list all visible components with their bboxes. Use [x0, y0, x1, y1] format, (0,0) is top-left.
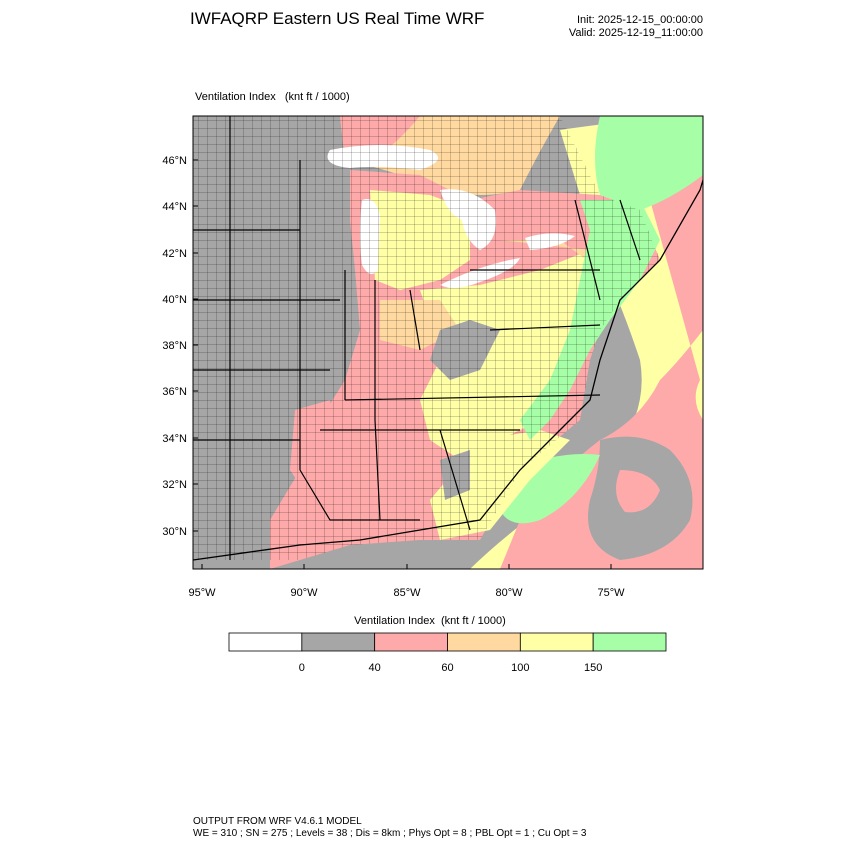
colorbar-tick-label: 0 [299, 662, 305, 674]
field-label: Ventilation Index (knt ft / 1000) [195, 91, 350, 103]
init-time: Init: 2025-12-15_00:00:00 [577, 14, 703, 26]
model-footer: OUTPUT FROM WRF V4.6.1 MODEL WE = 310 ; … [193, 816, 586, 840]
state-boundaries [193, 116, 641, 560]
colorbar-bin [228, 632, 303, 652]
time-info: Init: 2025-12-15_00:00:00 Valid: 2025-12… [540, 14, 703, 40]
county-boundaries [193, 116, 660, 560]
coastline [193, 179, 703, 561]
lon-label: 75°W [597, 587, 625, 599]
lat-label: 44°N [162, 201, 187, 213]
lon-label: 95°W [188, 587, 216, 599]
lat-label: 32°N [162, 479, 187, 491]
colorbar-bin [447, 632, 521, 652]
colorbar-bin [519, 632, 594, 652]
lat-label: 34°N [162, 433, 187, 445]
colorbar: 0 40 60 100 150 [228, 632, 667, 674]
latitude-axis: 46°N 44°N 42°N 40°N 38°N 36°N 34°N 32°N 30°N [162, 155, 198, 538]
map-plot [193, 116, 703, 569]
longitude-axis: 95°W 90°W 85°W 80°W 75°W [188, 564, 625, 599]
lat-label: 38°N [162, 340, 187, 352]
colorbar-tick-label: 100 [511, 662, 529, 674]
colorbar-tick-label: 150 [584, 662, 602, 674]
ocean-pink-patch [616, 470, 660, 513]
footer-line-1: OUTPUT FROM WRF V4.6.1 MODEL [193, 816, 362, 827]
colorbar-bin [301, 632, 376, 652]
northeast-green-field [595, 116, 703, 210]
colorbar-title: Ventilation Index (knt ft / 1000) [354, 615, 506, 627]
lon-label: 80°W [495, 587, 523, 599]
lon-label: 85°W [393, 587, 421, 599]
lon-label: 90°W [290, 587, 318, 599]
colorbar-bin [374, 632, 448, 652]
lat-label: 30°N [162, 526, 187, 538]
colorbar-tick-label: 40 [369, 662, 381, 674]
colorbar-tick-label: 60 [441, 662, 453, 674]
lat-label: 40°N [162, 294, 187, 306]
colorbar-bin [592, 632, 667, 652]
valid-time: Valid: 2025-12-19_11:00:00 [568, 27, 703, 39]
footer-line-2: WE = 310 ; SN = 275 ; Levels = 38 ; Dis … [193, 828, 587, 839]
lat-label: 36°N [162, 386, 187, 398]
lat-label: 42°N [162, 248, 187, 260]
lat-label: 46°N [162, 155, 187, 167]
page-title: IWFAQRP Eastern US Real Time WRF [190, 9, 485, 28]
map-frame [192, 115, 704, 570]
